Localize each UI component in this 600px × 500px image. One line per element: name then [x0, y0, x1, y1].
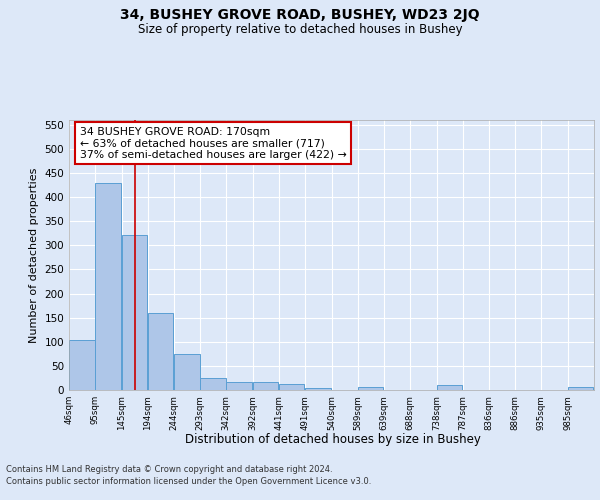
Bar: [148, 313, 173, 390]
Bar: [122, 235, 147, 390]
Text: 34 BUSHEY GROVE ROAD: 170sqm
← 63% of detached houses are smaller (717)
37% of s: 34 BUSHEY GROVE ROAD: 170sqm ← 63% of de…: [79, 126, 346, 160]
Bar: [69, 340, 95, 390]
Text: 34, BUSHEY GROVE ROAD, BUSHEY, WD23 2JQ: 34, BUSHEY GROVE ROAD, BUSHEY, WD23 2JQ: [120, 8, 480, 22]
Text: Contains public sector information licensed under the Open Government Licence v3: Contains public sector information licen…: [6, 478, 371, 486]
Bar: [253, 382, 278, 390]
Text: Distribution of detached houses by size in Bushey: Distribution of detached houses by size …: [185, 432, 481, 446]
Bar: [568, 386, 593, 390]
Bar: [358, 386, 383, 390]
Bar: [174, 354, 200, 390]
Bar: [305, 388, 331, 390]
Bar: [279, 384, 304, 390]
Bar: [95, 182, 121, 390]
Bar: [437, 385, 462, 390]
Y-axis label: Number of detached properties: Number of detached properties: [29, 168, 39, 342]
Text: Size of property relative to detached houses in Bushey: Size of property relative to detached ho…: [137, 22, 463, 36]
Bar: [226, 382, 252, 390]
Text: Contains HM Land Registry data © Crown copyright and database right 2024.: Contains HM Land Registry data © Crown c…: [6, 465, 332, 474]
Bar: [200, 378, 226, 390]
